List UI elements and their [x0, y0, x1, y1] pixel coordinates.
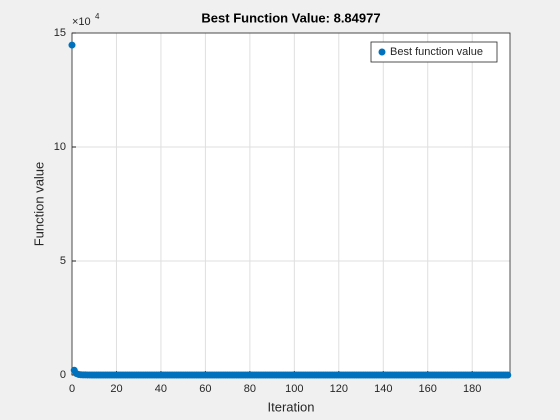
y-tick-label: 0 [60, 369, 66, 381]
y-tick-label: 15 [54, 27, 66, 39]
x-tick-label: 20 [110, 383, 122, 395]
x-tick-label: 180 [463, 383, 481, 395]
y-multiplier-exponent: 4 [95, 12, 100, 21]
data-point [68, 41, 76, 49]
x-tick-label: 140 [374, 383, 392, 395]
chart-title: Best Function Value: 8.84977 [201, 10, 380, 25]
y-tick-label: 10 [54, 141, 66, 153]
x-axis-label: Iteration [268, 399, 315, 414]
y-tick-label: 5 [60, 255, 66, 267]
plot-area [72, 33, 510, 375]
x-tick-label: 100 [285, 383, 303, 395]
x-tick-label: 60 [199, 383, 211, 395]
y-axis-label: Function value [31, 162, 46, 247]
legend-box [370, 41, 498, 63]
y-multiplier: ×10 [72, 16, 91, 28]
x-tick-label: 0 [69, 383, 75, 395]
x-tick-label: 160 [419, 383, 437, 395]
x-tick-label: 120 [330, 383, 348, 395]
x-tick-label: 40 [155, 383, 167, 395]
x-tick-label: 80 [244, 383, 256, 395]
legend-label: Best function value [390, 46, 483, 58]
data-point [504, 371, 512, 379]
legend-marker [378, 48, 386, 56]
